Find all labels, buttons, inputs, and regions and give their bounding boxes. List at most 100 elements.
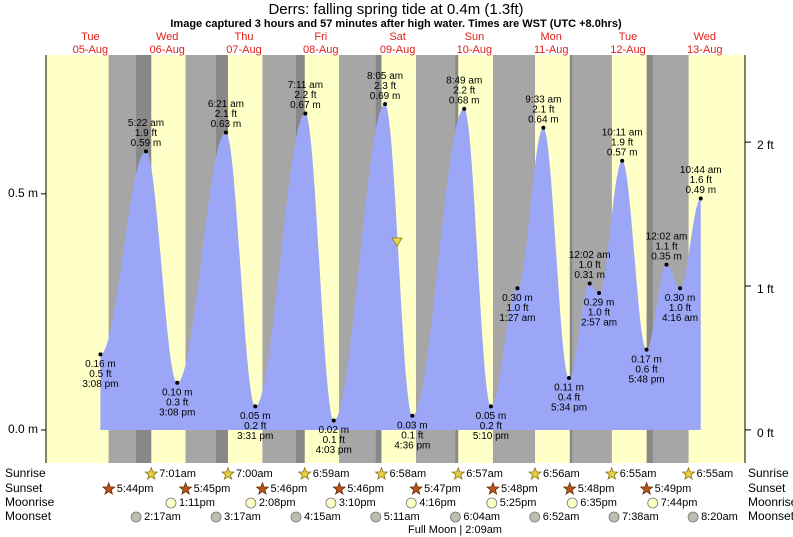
tide-label: 10:44 am (680, 165, 722, 176)
tide-label: 0.31 m (574, 270, 605, 281)
weekday-label: Sat (389, 31, 406, 43)
tide-label: 0.1 ft (401, 430, 423, 441)
moonset-time: 4:15am (304, 511, 341, 523)
tide-label: 5:10 pm (473, 431, 509, 442)
moonset-time: 6:04am (463, 511, 500, 523)
y-tick-label: 0.0 m (8, 422, 38, 436)
tide-label: 5:34 pm (551, 403, 587, 414)
sun-icon (451, 466, 466, 480)
moonset-icon (450, 511, 461, 523)
tide-point (303, 111, 308, 116)
sun-icon (144, 466, 159, 480)
tide-label: 0.03 m (397, 420, 428, 431)
row-label-right: Moonrise (748, 495, 793, 509)
moonrise-icon (245, 497, 257, 509)
tide-label: 3:08 pm (82, 379, 118, 390)
moonset-time: 6:52am (543, 511, 580, 523)
tide-label: 0.5 ft (89, 369, 111, 380)
sunrise-time: 7:00am (236, 468, 273, 480)
sun-icon (178, 481, 193, 495)
tide-label: 0.3 ft (166, 397, 188, 408)
y2-tick-label: 2 ft (757, 138, 774, 152)
sun-icon (528, 466, 542, 480)
tide-label: 0.1 ft (323, 435, 345, 446)
sun-icon (221, 466, 235, 480)
tide-label: 5:22 am (128, 118, 164, 129)
tide-point (175, 380, 180, 385)
tide-label: 0.49 m (685, 185, 716, 196)
moonset-icon (529, 511, 541, 523)
tide-point (462, 106, 467, 111)
moonrise-time: 2:08pm (259, 497, 296, 509)
moonrise-time: 1:11pm (179, 497, 215, 509)
tide-label: 8:05 am (367, 71, 403, 82)
moonset-time: 3:17am (224, 511, 261, 523)
tide-label: 4:36 pm (394, 440, 430, 451)
tide-label: 0.2 ft (480, 421, 502, 432)
tide-label: 0.35 m (651, 251, 682, 262)
sunrise-time: 7:01am (159, 468, 196, 480)
moonrise-icon (486, 497, 498, 509)
tide-label: 0.30 m (665, 293, 696, 304)
plot-foreground: 0.0 m0.5 m0 ft1 ft2 ft0.16 m0.5 ft3:08 p… (8, 55, 774, 463)
tide-point (331, 418, 336, 423)
tide-label: 3:31 pm (237, 431, 273, 442)
tide-label: 0.6 ft (635, 364, 657, 375)
date-label: 07-Aug (226, 44, 261, 56)
tide-label: 0.02 m (318, 425, 349, 436)
tide-label: 1.9 ft (135, 128, 157, 139)
tide-point (597, 291, 602, 295)
weekday-label: Wed (156, 31, 178, 43)
moonset-time: 7:38am (622, 511, 659, 523)
moonrise-time: 6:35pm (580, 497, 617, 509)
tide-label: 1:27 am (499, 313, 535, 324)
tide-label: 4:16 am (662, 313, 698, 324)
row-label-left: Moonrise (5, 495, 55, 509)
moonset-icon (608, 511, 620, 523)
sunrise-time: 6:55am (620, 468, 657, 480)
tide-label: 0.4 ft (558, 393, 580, 404)
sunrise-time: 6:55am (697, 468, 734, 480)
sunset-time: 5:49pm (655, 483, 692, 495)
y2-tick-label: 1 ft (757, 282, 774, 296)
tide-label: 0.69 m (370, 91, 401, 102)
weekday-label: Mon (540, 31, 561, 43)
chart-subtitle: Image captured 3 hours and 57 minutes af… (170, 18, 622, 30)
tide-label: 2.1 ft (532, 104, 554, 115)
sunrise-time: 6:58am (389, 468, 426, 480)
date-label: 06-Aug (149, 44, 184, 56)
tide-label: 2.3 ft (374, 81, 396, 92)
tide-label: 0.59 m (131, 138, 162, 149)
moonrise-time: 4:16pm (419, 497, 456, 509)
weekday-label: Wed (694, 31, 716, 43)
tide-label: 0.2 ft (244, 421, 266, 432)
moon-phase: Full Moon | 2:09am (408, 524, 502, 536)
moonset-time: 5:11am (384, 511, 420, 523)
date-label: 12-Aug (610, 44, 645, 56)
tide-point (678, 286, 683, 291)
tide-label: 1.6 ft (690, 175, 712, 186)
current-tide-marker (391, 237, 403, 247)
sun-icon (332, 481, 347, 495)
date-label: 05-Aug (73, 44, 108, 56)
moonset-icon (687, 511, 699, 523)
sun-icon (101, 481, 116, 495)
tide-point (567, 376, 572, 380)
tide-label: 0.67 m (290, 100, 321, 111)
tide-label: 8:49 am (446, 75, 482, 86)
moonset-icon (370, 511, 382, 523)
weekday-label: Thu (235, 31, 254, 43)
tide-label: 0.05 m (476, 411, 507, 422)
weekday-label: Tue (619, 31, 638, 43)
moonset-icon (290, 511, 302, 523)
moonrise-icon (647, 497, 659, 509)
tide-label: 0.64 m (528, 114, 559, 125)
tide-label: 1.9 ft (611, 137, 633, 148)
row-label-right: Sunrise (748, 466, 789, 480)
row-label-right: Sunset (748, 481, 786, 495)
tide-point (488, 404, 493, 409)
date-label: 09-Aug (380, 44, 415, 56)
sun-icon (374, 466, 389, 480)
tide-label: 0.30 m (502, 293, 533, 304)
